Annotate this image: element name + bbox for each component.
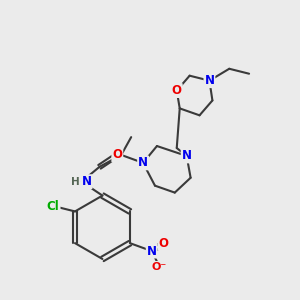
Text: N: N xyxy=(138,156,148,170)
Text: O: O xyxy=(159,237,169,250)
Text: Cl: Cl xyxy=(47,200,60,213)
Text: H: H xyxy=(71,177,80,187)
Text: N: N xyxy=(182,149,192,162)
Text: O: O xyxy=(172,84,182,97)
Text: N: N xyxy=(204,74,214,87)
Text: O⁻: O⁻ xyxy=(152,262,167,272)
Text: O: O xyxy=(112,148,122,161)
Text: N: N xyxy=(82,175,92,188)
Text: N: N xyxy=(147,244,157,258)
